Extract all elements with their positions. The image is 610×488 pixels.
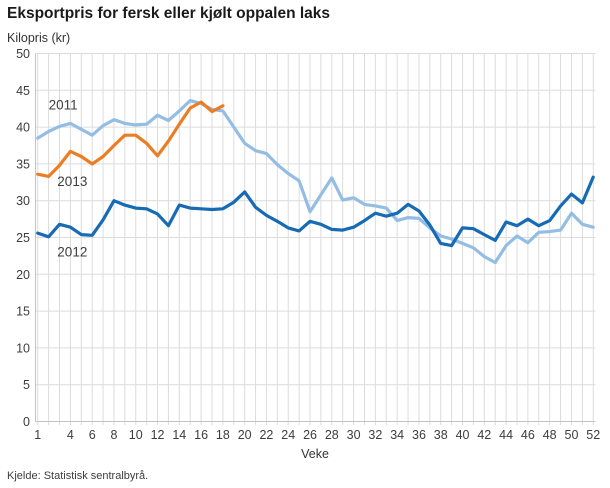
source-note: Kjelde: Statistisk sentralbyrå. [7,470,149,482]
x-tick-label: 28 [325,428,339,442]
series-label-2011: 2011 [49,98,78,113]
series-labels: 2011 2013 2012 [49,98,88,260]
chart-title: Eksportpris for fersk eller kjølt oppale… [7,5,331,22]
x-tick-label: 18 [216,428,230,442]
x-tick-label: 34 [390,428,404,442]
x-tick-label: 6 [89,428,96,442]
x-tick-label: 44 [499,428,513,442]
x-tick-label: 52 [586,428,600,442]
y-tick-label: 40 [16,121,30,135]
y-tick-label: 50 [16,47,30,61]
series-line-2011 [36,98,595,265]
y-tick-label: 30 [16,194,30,208]
series-line-2013 [36,100,225,178]
series-line-2012 [36,175,595,248]
y-tick-label: 20 [16,268,30,282]
x-tick-label: 24 [281,428,295,442]
series-lines [36,98,595,265]
x-tick-label: 8 [110,428,117,442]
x-tick-label: 16 [194,428,208,442]
y-tick-label: 5 [23,378,30,392]
x-tick-label: 26 [303,428,317,442]
x-tick-label: 10 [129,428,143,442]
y-tick-label: 45 [16,84,30,98]
x-tick-label: 14 [172,428,186,442]
y-tick-label: 25 [16,231,30,245]
series-label-2013: 2013 [57,174,87,189]
y-tick-label: 10 [16,341,30,355]
x-tick-label: 38 [434,428,448,442]
x-tick-label: 32 [368,428,382,442]
x-tick-label: 22 [259,428,273,442]
x-tick-label: 12 [151,428,165,442]
y-tick-label: 15 [16,305,30,319]
x-tick-label: 42 [477,428,491,442]
series-label-2012: 2012 [57,245,87,260]
x-tick-label: 40 [456,428,470,442]
x-tick-label: 20 [238,428,252,442]
y-tick-label: 0 [23,415,30,429]
y-tick-label: 35 [16,157,30,171]
y-axis-unit-label: Kilopris (kr) [7,31,71,45]
x-tick-label: 1 [34,428,41,442]
x-tick-label: 50 [565,428,579,442]
x-tick-label: 46 [521,428,535,442]
x-tick-label: 48 [543,428,557,442]
x-tick-label: 36 [412,428,426,442]
x-tick-label: 4 [67,428,74,442]
x-axis-title: Veke [301,447,329,461]
x-tick-label: 30 [347,428,361,442]
gridlines [35,53,596,425]
axes [35,53,596,422]
